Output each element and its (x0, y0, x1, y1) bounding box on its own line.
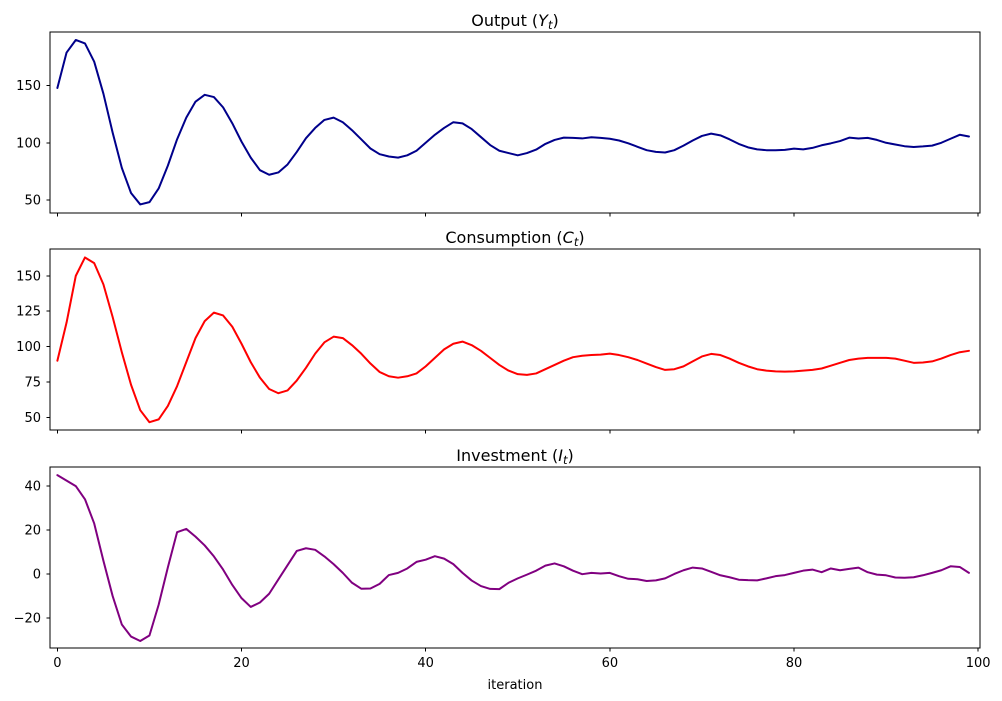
y-tick-label: 50 (24, 193, 41, 208)
y-tick-label: 150 (16, 269, 41, 284)
y-tick-label: 100 (16, 340, 41, 355)
subplot-output: 50 100 150 Output (Yt) (16, 11, 981, 217)
x-tick-label: 0 (53, 656, 61, 671)
x-axis-label: iteration (488, 678, 543, 693)
subplot-title: Consumption (Ct) (445, 228, 584, 249)
title-part: Output ( (471, 11, 538, 30)
title-part: ) (578, 228, 584, 247)
title-part: Consumption ( (445, 228, 562, 247)
y-tick-label: 0 (33, 567, 41, 582)
x-tick-label: 20 (233, 656, 250, 671)
output-line (56, 38, 970, 206)
x-tick-label: 60 (602, 656, 619, 671)
title-part: I (558, 446, 563, 465)
y-tick-label: 125 (16, 305, 41, 320)
y-tick-label: −20 (14, 611, 41, 626)
title-part: t (563, 453, 568, 467)
subplot-frame (49, 248, 981, 431)
y-tick-label: 20 (24, 524, 41, 539)
title-part: ) (552, 11, 558, 30)
x-tick-label: 40 (417, 656, 434, 671)
subplot-frame (49, 466, 981, 649)
subplot-title: Output (Yt) (471, 11, 558, 32)
x-tick-label: 100 (966, 656, 991, 671)
subplot-investment: −20 0 20 40 0 20 40 60 80 100 Investment (It) (14, 446, 991, 671)
y-tick-label: 100 (16, 136, 41, 151)
y-tick-label: 40 (24, 480, 41, 495)
subplot-title: Investment (It) (456, 446, 573, 467)
consumption-line (56, 256, 970, 424)
title-part: ) (567, 446, 573, 465)
title-part: t (574, 235, 579, 249)
title-part: Investment ( (456, 446, 558, 465)
subplot-frame (49, 31, 981, 214)
y-tick-label: 50 (24, 411, 41, 426)
y-tick-label: 75 (24, 375, 41, 390)
title-part: C (563, 228, 575, 247)
investment-line (56, 474, 970, 642)
title-part: t (548, 18, 553, 32)
subplot-consumption: 50 75 100 125 150 Consumption (Ct) (16, 228, 981, 434)
title-part: Y (538, 11, 549, 30)
x-tick-label: 80 (786, 656, 803, 671)
y-tick-label: 150 (16, 79, 41, 94)
